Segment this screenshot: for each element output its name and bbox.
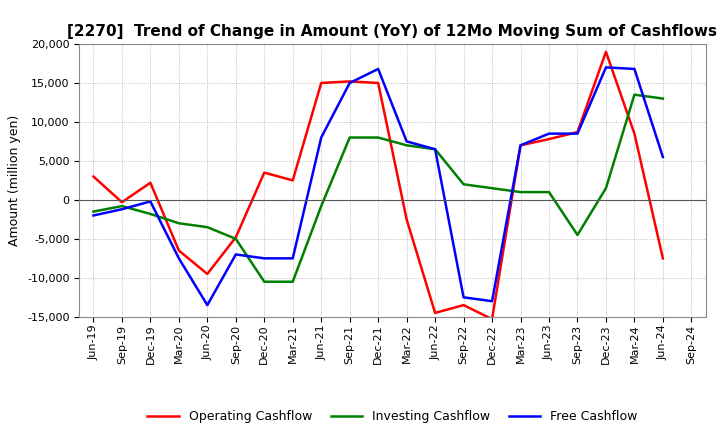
Investing Cashflow [573, 232, 582, 238]
Investing Cashflow [374, 135, 382, 140]
Investing Cashflow [545, 190, 554, 195]
Free Cashflow [89, 213, 98, 218]
Operating Cashflow [203, 271, 212, 277]
Investing Cashflow [630, 92, 639, 97]
Operating Cashflow [289, 178, 297, 183]
Investing Cashflow [459, 182, 468, 187]
Free Cashflow [516, 143, 525, 148]
Investing Cashflow [174, 220, 183, 226]
Investing Cashflow [602, 186, 611, 191]
Free Cashflow [630, 66, 639, 72]
Free Cashflow [232, 252, 240, 257]
Free Cashflow [431, 147, 439, 152]
Investing Cashflow [289, 279, 297, 284]
Free Cashflow [659, 154, 667, 160]
Free Cashflow [487, 299, 496, 304]
Operating Cashflow [317, 81, 325, 86]
Investing Cashflow [203, 224, 212, 230]
Investing Cashflow [117, 203, 126, 209]
Title: [2270]  Trend of Change in Amount (YoY) of 12Mo Moving Sum of Cashflows: [2270] Trend of Change in Amount (YoY) o… [68, 24, 717, 39]
Investing Cashflow [487, 186, 496, 191]
Free Cashflow [146, 199, 155, 204]
Free Cashflow [602, 65, 611, 70]
Investing Cashflow [431, 147, 439, 152]
Operating Cashflow [117, 200, 126, 205]
Operating Cashflow [630, 131, 639, 136]
Line: Operating Cashflow: Operating Cashflow [94, 52, 663, 319]
Operating Cashflow [487, 316, 496, 322]
Free Cashflow [174, 256, 183, 261]
Operating Cashflow [431, 310, 439, 315]
Legend: Operating Cashflow, Investing Cashflow, Free Cashflow: Operating Cashflow, Investing Cashflow, … [143, 405, 642, 428]
Operating Cashflow [402, 217, 411, 222]
Operating Cashflow [516, 143, 525, 148]
Free Cashflow [346, 81, 354, 86]
Operating Cashflow [459, 302, 468, 308]
Investing Cashflow [516, 190, 525, 195]
Free Cashflow [459, 295, 468, 300]
Investing Cashflow [659, 96, 667, 101]
Free Cashflow [289, 256, 297, 261]
Free Cashflow [374, 66, 382, 72]
Operating Cashflow [573, 129, 582, 135]
Free Cashflow [545, 131, 554, 136]
Operating Cashflow [659, 256, 667, 261]
Free Cashflow [317, 135, 325, 140]
Operating Cashflow [260, 170, 269, 175]
Operating Cashflow [545, 136, 554, 142]
Operating Cashflow [346, 79, 354, 84]
Line: Investing Cashflow: Investing Cashflow [94, 95, 663, 282]
Investing Cashflow [346, 135, 354, 140]
Investing Cashflow [317, 203, 325, 209]
Free Cashflow [260, 256, 269, 261]
Free Cashflow [573, 131, 582, 136]
Free Cashflow [402, 139, 411, 144]
Operating Cashflow [174, 248, 183, 253]
Operating Cashflow [374, 81, 382, 86]
Free Cashflow [203, 302, 212, 308]
Investing Cashflow [260, 279, 269, 284]
Investing Cashflow [89, 209, 98, 214]
Y-axis label: Amount (million yen): Amount (million yen) [9, 115, 22, 246]
Operating Cashflow [602, 49, 611, 55]
Line: Free Cashflow: Free Cashflow [94, 67, 663, 305]
Investing Cashflow [232, 236, 240, 242]
Free Cashflow [117, 207, 126, 212]
Operating Cashflow [89, 174, 98, 179]
Operating Cashflow [146, 180, 155, 185]
Operating Cashflow [232, 235, 240, 240]
Investing Cashflow [146, 211, 155, 216]
Investing Cashflow [402, 143, 411, 148]
